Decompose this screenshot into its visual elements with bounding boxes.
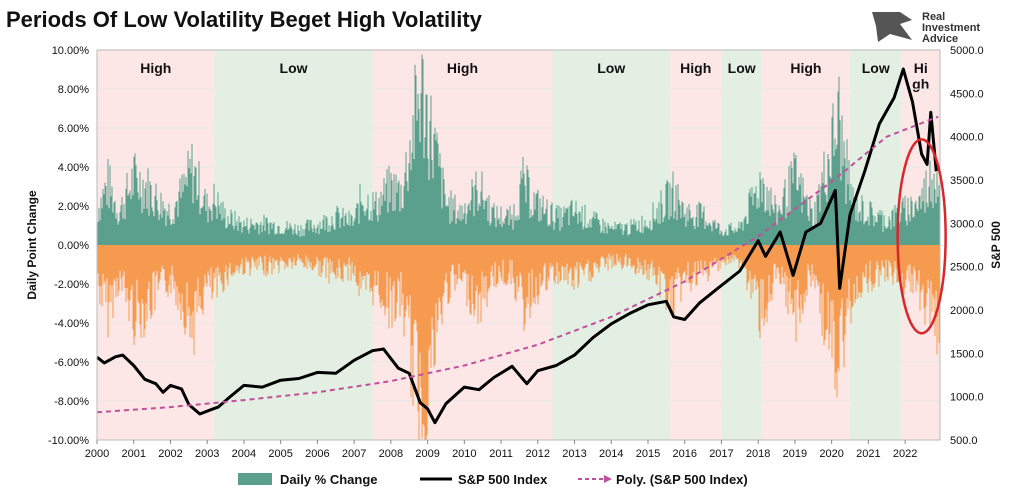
regime-label-8: Hi gh	[912, 60, 929, 92]
annotation-layer	[896, 138, 947, 335]
x-tick-17: 2017	[709, 448, 733, 460]
brand-logo: Real Investment Advice	[872, 11, 980, 45]
x-tick-21: 2021	[856, 448, 880, 460]
right-tick-3: 3500.0	[950, 175, 984, 187]
right-tick-7: 1500.0	[950, 348, 984, 360]
plot-frame	[96, 49, 941, 441]
brand-line-3: Advice	[922, 33, 958, 45]
brand-line-1: Real	[922, 11, 945, 23]
left-tick-8: -6.00%	[54, 357, 89, 369]
right-tick-8: 1000.0	[950, 392, 984, 404]
left-tick-4: 2.00%	[58, 201, 89, 213]
right-tick-0: 5000.0	[950, 45, 984, 57]
poly-trend-line	[96, 115, 939, 414]
regime-label-3: Low	[597, 60, 625, 76]
regime-label-7: Low	[862, 60, 890, 76]
legend-arrow-icon	[604, 475, 612, 483]
left-axis-label: Daily Point Change	[25, 190, 39, 300]
right-axis-label: S&P 500	[989, 221, 1003, 269]
x-tick-12: 2012	[526, 448, 550, 460]
x-tick-1: 2001	[121, 448, 145, 460]
x-tick-0: 2000	[85, 448, 109, 460]
left-tick-5: 0.00%	[58, 240, 89, 252]
x-tick-19: 2019	[783, 448, 807, 460]
right-tick-4: 3000.0	[950, 218, 984, 230]
legend: Daily % Change S&P 500 Index Poly. (S&P …	[238, 472, 748, 487]
x-tick-15: 2015	[636, 448, 660, 460]
regime-label-0: High	[140, 60, 171, 76]
regime-label-4: High	[680, 60, 711, 76]
x-tick-14: 2014	[599, 448, 623, 460]
legend-swatch-daily	[238, 473, 272, 485]
chart-title: Periods Of Low Volatility Beget High Vol…	[6, 7, 483, 32]
highlight-ellipse	[896, 138, 947, 335]
sp500-line	[96, 67, 938, 425]
left-tick-10: -10.00%	[48, 435, 89, 447]
regime-label-1: Low	[280, 60, 308, 76]
x-tick-5: 2005	[268, 448, 292, 460]
legend-label-poly: Poly. (S&P 500 Index)	[616, 472, 748, 487]
x-tick-8: 2008	[379, 448, 403, 460]
left-axis-ticks: 10.00% 8.00% 6.00% 4.00% 2.00% 0.00% -2.00% -4.…	[48, 45, 89, 447]
x-tick-3: 2003	[195, 448, 219, 460]
x-tick-16: 2016	[672, 448, 696, 460]
x-tick-22: 2022	[893, 448, 917, 460]
x-tick-7: 2007	[342, 448, 366, 460]
legend-label-daily: Daily % Change	[280, 472, 378, 487]
line-series	[96, 67, 939, 425]
x-tick-6: 2006	[305, 448, 329, 460]
x-tick-4: 2004	[232, 448, 256, 460]
regime-label-5: Low	[728, 60, 756, 76]
right-tick-5: 2500.0	[950, 262, 984, 274]
left-tick-2: 6.00%	[58, 123, 89, 135]
x-tick-2: 2002	[158, 448, 182, 460]
brand-line-2: Investment	[922, 22, 980, 34]
right-tick-1: 4500.0	[950, 88, 984, 100]
x-tick-20: 2020	[819, 448, 843, 460]
regime-label-2: High	[447, 60, 478, 76]
right-tick-9: 500.0	[950, 435, 978, 447]
x-tick-11: 2011	[489, 448, 513, 460]
left-tick-1: 8.00%	[58, 84, 89, 96]
x-tick-10: 2010	[452, 448, 476, 460]
x-axis-ticks: 2000 2001 2002 2003 2004 2005 2006 2007 2008 2009…	[85, 440, 917, 460]
x-tick-18: 2018	[746, 448, 770, 460]
right-axis-ticks: 5000.0 4500.0 4000.0 3500.0 3000.0 2500.0 2000…	[950, 45, 984, 447]
left-tick-7: -4.00%	[54, 318, 89, 330]
left-tick-6: -2.00%	[54, 279, 89, 291]
left-tick-3: 4.00%	[58, 162, 89, 174]
left-tick-9: -8.00%	[54, 396, 89, 408]
x-tick-13: 2013	[562, 448, 586, 460]
regime-label-6: High	[790, 60, 821, 76]
eagle-logo-icon	[872, 12, 912, 42]
left-tick-0: 10.00%	[52, 45, 90, 57]
x-tick-9: 2009	[415, 448, 439, 460]
legend-label-sp500: S&P 500 Index	[458, 472, 548, 487]
right-tick-2: 4000.0	[950, 132, 984, 144]
right-tick-6: 2000.0	[950, 305, 984, 317]
